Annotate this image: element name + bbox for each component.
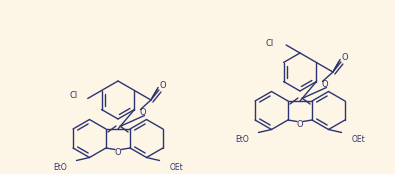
- Text: EtO: EtO: [235, 135, 248, 144]
- Text: OEt: OEt: [352, 135, 365, 144]
- Text: O: O: [297, 120, 303, 129]
- Text: O: O: [342, 53, 348, 61]
- Text: O: O: [160, 81, 166, 89]
- Text: Cl: Cl: [70, 91, 78, 100]
- Text: Cl: Cl: [266, 38, 274, 48]
- Text: O: O: [115, 148, 121, 157]
- Text: O: O: [139, 108, 146, 117]
- Text: EtO: EtO: [53, 163, 66, 172]
- Text: OEt: OEt: [169, 163, 183, 172]
- Text: O: O: [321, 80, 328, 89]
